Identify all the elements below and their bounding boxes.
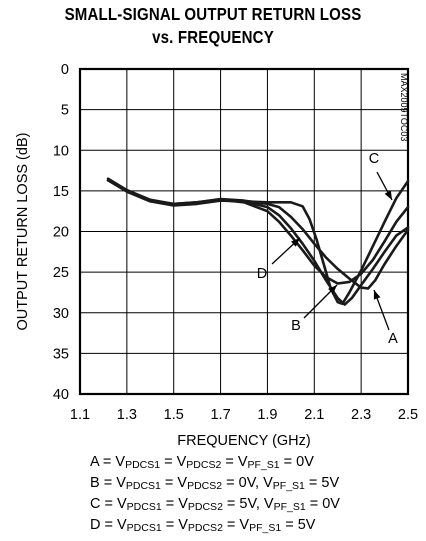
legend-d-pre: D = V	[90, 517, 127, 533]
legend-a-sub3: PF_S1	[247, 459, 280, 471]
legend-d-sub1: PDCS1	[126, 522, 162, 534]
legend-a-mid2: = V	[221, 454, 248, 470]
legend-entry-b: B = VPDCS1 = VPDCS2 = 0V, VPF_S1 = 5V	[90, 475, 339, 492]
legend-c-sub1: PDCS1	[126, 501, 162, 513]
annotation-arrow-a	[373, 290, 381, 300]
legend-a-sub1: PDCS1	[125, 459, 161, 471]
legend-b-sub3: PF_S1	[272, 480, 305, 492]
annotation-group: A B C D	[257, 151, 398, 347]
legend-a-sub2: PDCS2	[186, 459, 222, 471]
legend-entry-c: C = VPDCS1 = VPDCS2 = 5V, VPF_S1 = 0V	[90, 496, 340, 513]
legend-a-mid1: = V	[160, 454, 187, 470]
chart-title-line1: SMALL-SIGNAL OUTPUT RETURN LOSS	[64, 4, 362, 24]
annotation-arrow-b	[328, 285, 337, 294]
y-tick-label: 20	[53, 225, 69, 241]
series-line-b	[106, 179, 410, 306]
x-tick-label: 1.1	[70, 407, 90, 423]
watermark-label: MAX2009TOC03	[399, 73, 409, 141]
x-tick-label: 2.1	[304, 407, 324, 423]
y-tick-label: 35	[53, 346, 69, 362]
y-axis-label: OUTPUT RETURN LOSS (dB)	[15, 133, 31, 331]
legend-c-mid2: = 5V, V	[222, 496, 274, 512]
annotation-arrow-d	[291, 238, 300, 247]
legend-a-post: = 0V	[279, 454, 314, 470]
series-group	[106, 177, 410, 306]
y-tick-label: 15	[53, 184, 69, 200]
x-tick-label: 2.5	[398, 407, 418, 423]
legend-b-mid1: = V	[160, 475, 188, 491]
legend-entry-d: D = VPDCS1 = VPDCS2 = VPF_S1 = 5V	[90, 517, 315, 534]
legend-b-sub1: PDCS1	[125, 480, 161, 492]
y-tick-label: 40	[53, 387, 69, 403]
x-tick-label: 1.9	[257, 407, 277, 423]
chart-plot: 1.1 1.3 1.5 1.7 1.9 2.1 2.3 2.5 0 5 10 15 20 25 30 35 40…	[15, 62, 418, 449]
y-tick-label: 5	[61, 103, 69, 119]
legend-c-sub2: PDCS2	[187, 501, 223, 513]
x-tick-label: 2.3	[351, 407, 371, 423]
chart-grid	[80, 69, 408, 394]
legend-d-sub2: PDCS2	[187, 522, 223, 534]
x-axis-label: FREQUENCY (GHz)	[177, 433, 310, 449]
legend-b-post: = 5V	[304, 475, 340, 491]
legend-b-sub2: PDCS2	[187, 480, 223, 492]
chart-title-line2: vs. FREQUENCY	[152, 27, 274, 47]
annotation-label-a: A	[388, 331, 398, 347]
legend-d-mid1: = V	[161, 517, 188, 533]
series-line-c	[106, 179, 410, 306]
legend-c-mid1: = V	[161, 496, 188, 512]
legend-d-post: = 5V	[281, 517, 316, 533]
annotation-label-d: D	[257, 266, 267, 282]
legend-entry-a: A = VPDCS1 = VPDCS2 = VPF_S1 = 0V	[90, 454, 314, 471]
x-tick-label: 1.7	[210, 407, 230, 423]
y-tick-label: 25	[53, 265, 69, 281]
x-tick-label: 1.3	[117, 407, 137, 423]
y-tick-label: 0	[61, 62, 69, 78]
legend-c-sub3: PF_S1	[273, 501, 306, 513]
y-tick-label: 10	[53, 143, 69, 159]
annotation-label-c: C	[369, 151, 379, 167]
annotation-label-b: B	[291, 318, 301, 334]
legend-d-sub3: PF_S1	[249, 522, 282, 534]
y-tick-label: 30	[53, 306, 69, 322]
legend-d-mid2: = V	[222, 517, 250, 533]
legend-a-pre: A = V	[90, 454, 126, 470]
axis-ticks: 1.1 1.3 1.5 1.7 1.9 2.1 2.3 2.5 0 5 10 15 20 25 30 35 40	[53, 62, 418, 423]
x-tick-label: 1.5	[164, 407, 184, 423]
legend-b-mid2: = 0V, V	[222, 475, 273, 491]
annotation-arrow-c	[384, 190, 392, 200]
legend-c-post: = 0V	[305, 496, 340, 512]
legend-b-pre: B = V	[90, 475, 126, 491]
legend-c-pre: C = V	[90, 496, 127, 512]
